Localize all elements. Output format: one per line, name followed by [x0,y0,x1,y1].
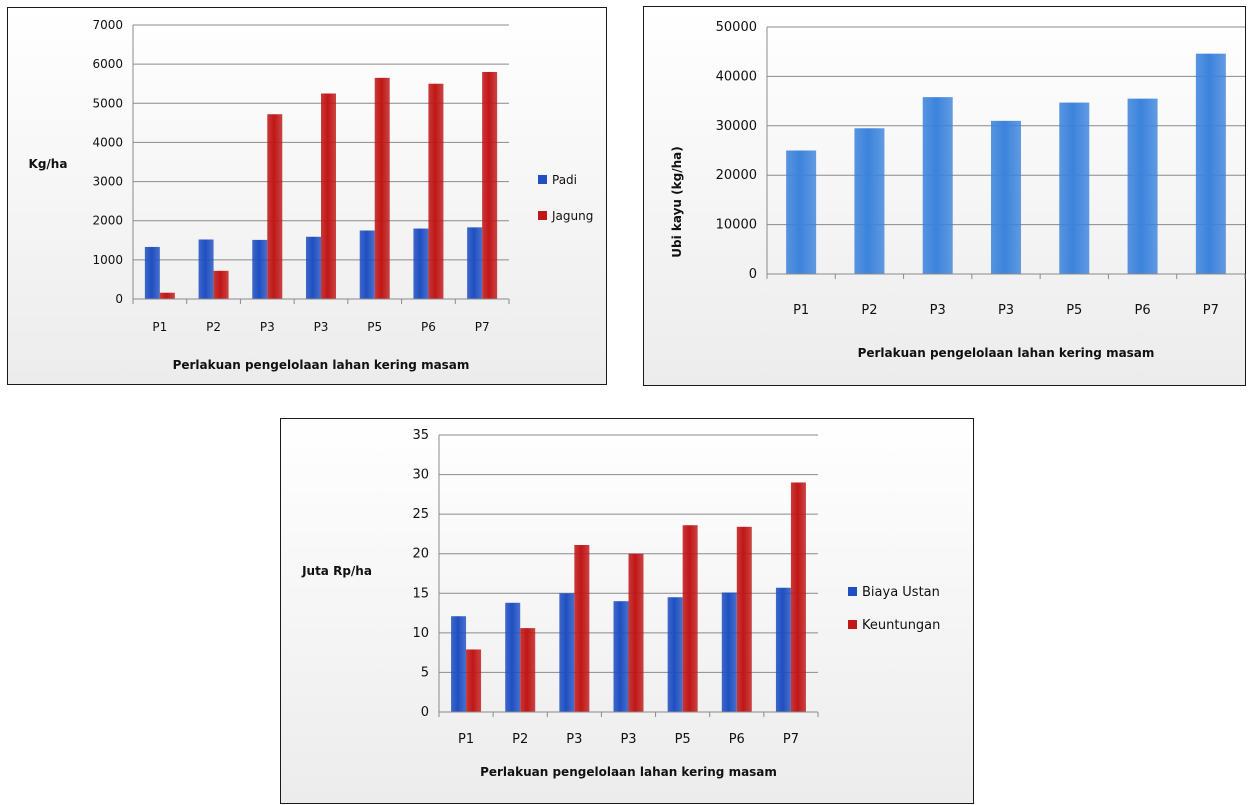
y-tick-label: 30 [412,468,429,483]
y-tick-label: 0 [115,292,123,306]
legend-swatch-jagung [538,211,547,220]
x-category-label: P6 [1135,303,1151,318]
x-axis-title: Perlakuan pengelolaan lahan kering masam [173,358,470,372]
bar-biaya-ustan-4 [613,601,629,712]
y-tick-label: 1000 [92,253,123,267]
bar-padi-4 [306,236,321,299]
y-tick-label: 0 [749,267,757,282]
bar-keuntungan-2 [520,628,536,712]
bar-series-6 [1127,98,1158,274]
bar-biaya-ustan-3 [559,593,575,712]
legend-swatch-padi [538,175,547,184]
chart2-svg: 0 10000 20000 30000 40000 50000 P1 P2 P3 P3 P5 P6 P7… [670,20,1246,360]
chart-panel-ubi-kayu: 0 10000 20000 30000 40000 50000 P1 P2 P3 P3 P5 P6 P7… [643,6,1246,386]
x-category-label: P3 [998,303,1014,318]
bar-jagung-2 [213,270,229,299]
y-tick-label: 5 [421,665,429,680]
x-category-label: P1 [458,732,474,747]
bar-keuntungan-5 [682,525,698,712]
x-category-label: P2 [206,320,221,334]
chart-panel-padi-jagung: 0 1000 2000 3000 4000 5000 6000 7000 P1 P2 P3 P3 P5 P… [7,7,607,385]
y-tick-label: 15 [412,586,429,601]
x-category-label: P5 [675,732,691,747]
bar-jagung-4 [321,93,336,299]
legend-label-padi: Padi [552,173,577,187]
x-category-label: P3 [314,320,329,334]
bar-keuntungan-3 [574,545,590,712]
y-tick-label: 40000 [716,69,757,84]
y-tick-label: 10 [412,626,429,641]
bar-jagung-3 [267,114,283,299]
bar-biaya-ustan-7 [775,587,791,712]
y-axis-title: Kg/ha [29,157,68,171]
y-tick-label: 4000 [92,135,123,149]
x-category-label: P3 [566,732,582,747]
y-tick-label: 30000 [716,119,757,134]
y-tick-label: 3000 [92,175,123,189]
bar-padi-7 [467,227,483,299]
y-tick-label: 35 [412,428,429,443]
y-tick-label: 20000 [716,168,757,183]
y-tick-label: 50000 [716,20,757,35]
bar-series-5 [1059,102,1090,274]
x-category-label: P1 [793,303,809,318]
bar-keuntungan-4 [628,553,644,712]
bar-biaya-ustan-1 [451,616,467,712]
bar-keuntungan-1 [466,649,482,712]
bar-series-4 [991,120,1021,274]
legend-label-jagung: Jagung [551,209,593,223]
x-axis-title: Perlakuan pengelolaan lahan kering masam [858,346,1155,360]
y-axis-title: Ubi kayu (kg/ha) [670,146,684,257]
y-tick-label: 0 [421,705,429,720]
x-category-label: P3 [620,732,636,747]
bar-series-1 [786,150,817,274]
y-tick-label: 25 [412,507,429,522]
bar-padi-6 [413,228,429,299]
bar-series-2 [854,128,885,274]
legend-label-biaya-ustan: Biaya Ustan [862,585,940,600]
x-category-label: P7 [1203,303,1219,318]
chart3-svg: 0 5 10 15 20 25 30 35 P1 P2 P3 P3 P5 P6 P7 Juta Rp/ha Pe… [301,428,940,779]
x-category-label: P3 [930,303,946,318]
y-tick-label: 5000 [92,96,123,110]
x-category-label: P5 [367,320,382,334]
x-category-label: P3 [260,320,275,334]
x-axis-title: Perlakuan pengelolaan lahan kering masam [480,765,777,779]
bar-series-7 [1195,53,1226,275]
x-category-label: P1 [152,320,167,334]
y-tick-label: 7000 [92,18,123,32]
x-category-label: P2 [512,732,528,747]
bar-keuntungan-7 [790,482,806,712]
y-tick-label: 2000 [92,214,123,228]
x-category-label: P2 [861,303,877,318]
x-category-label: P6 [421,320,436,334]
bar-jagung-5 [374,77,390,299]
x-category-label: P7 [783,732,799,747]
bar-padi-5 [359,230,375,299]
x-category-label: P6 [729,732,745,747]
y-axis-title: Juta Rp/ha [301,564,372,578]
legend-swatch-keuntungan [848,620,857,629]
y-tick-label: 10000 [716,218,757,233]
bar-keuntungan-6 [736,526,752,712]
legend-label-keuntungan: Keuntungan [862,618,940,633]
x-category-label: P5 [1066,303,1082,318]
legend-swatch-biaya-ustan [848,587,857,596]
bar-series-3 [922,97,953,274]
bar-padi-3 [252,239,268,299]
bar-jagung-7 [482,71,498,299]
chart1-svg: 0 1000 2000 3000 4000 5000 6000 7000 P1 P2 P3 P3 P5 P… [29,18,594,372]
bar-biaya-ustan-6 [721,592,737,712]
bar-biaya-ustan-2 [505,602,521,712]
bar-jagung-1 [159,292,175,299]
y-tick-label: 6000 [92,57,123,71]
bar-biaya-ustan-5 [667,597,683,712]
x-category-label: P7 [475,320,490,334]
bar-padi-2 [198,239,214,299]
bar-jagung-6 [428,83,444,299]
y-tick-label: 20 [412,547,429,562]
chart-panel-biaya-keuntungan: 0 5 10 15 20 25 30 35 P1 P2 P3 P3 P5 P6 P7 Juta Rp/ha Pe… [280,418,974,804]
bar-padi-1 [144,246,160,299]
